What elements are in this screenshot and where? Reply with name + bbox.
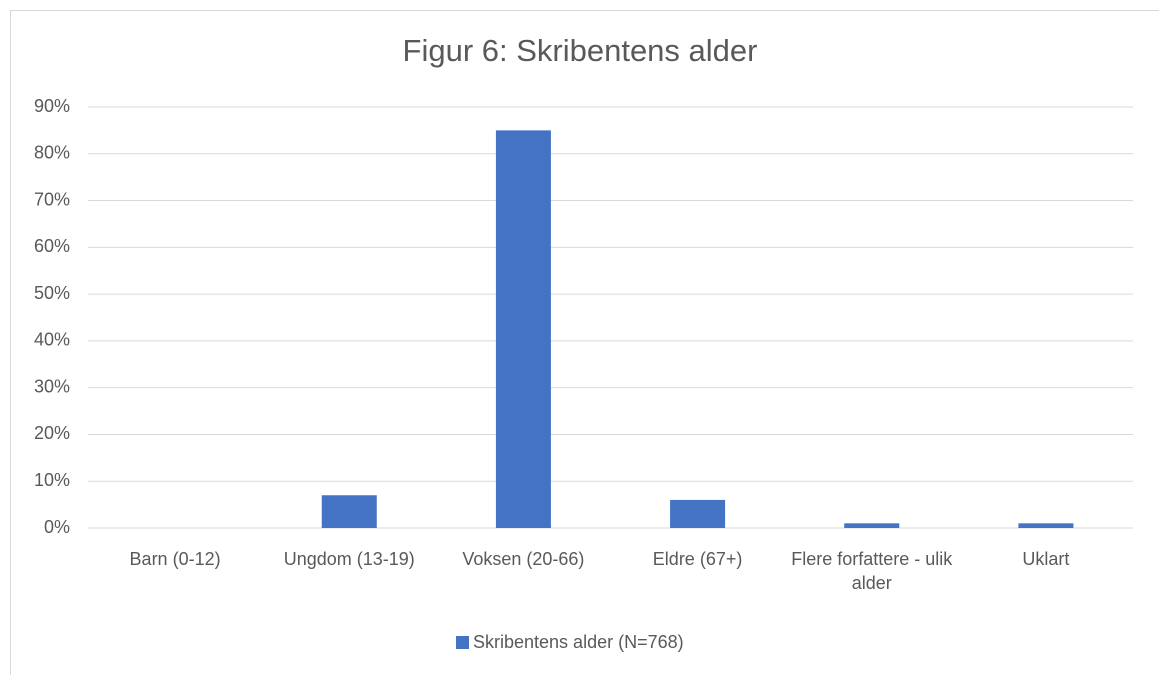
y-tick-label: 60% [34,236,70,256]
bar [495,130,551,528]
x-tick-label: Ungdom (13-19) [283,549,415,569]
y-tick-label: 90% [34,96,70,116]
bar [670,499,726,528]
chart-title: Figur 6: Skribentens alder [403,33,758,68]
y-tick-label: 50% [34,283,70,303]
x-tick-label: Voksen (20-66) [462,549,585,569]
chart-border [10,10,1159,675]
y-tick-label: 70% [34,189,70,209]
bar [1018,523,1074,528]
x-tick-label: Eldre (67+) [652,549,743,569]
y-tick-label: 0% [44,517,70,537]
bar [321,495,377,528]
y-tick-label: 40% [34,330,70,350]
legend-swatch [456,636,469,649]
y-tick-label: 30% [34,376,70,396]
y-tick-label: 10% [34,470,70,490]
y-tick-label: 20% [34,423,70,443]
x-tick-label: Flere forfattere - ulik alder [791,549,953,593]
y-tick-label: 80% [34,143,70,163]
x-tick-label: Barn (0-12) [129,549,221,569]
legend-label: Skribentens alder (N=768) [473,632,684,652]
bar [844,523,900,528]
x-tick-label: Uklart [1022,549,1070,569]
